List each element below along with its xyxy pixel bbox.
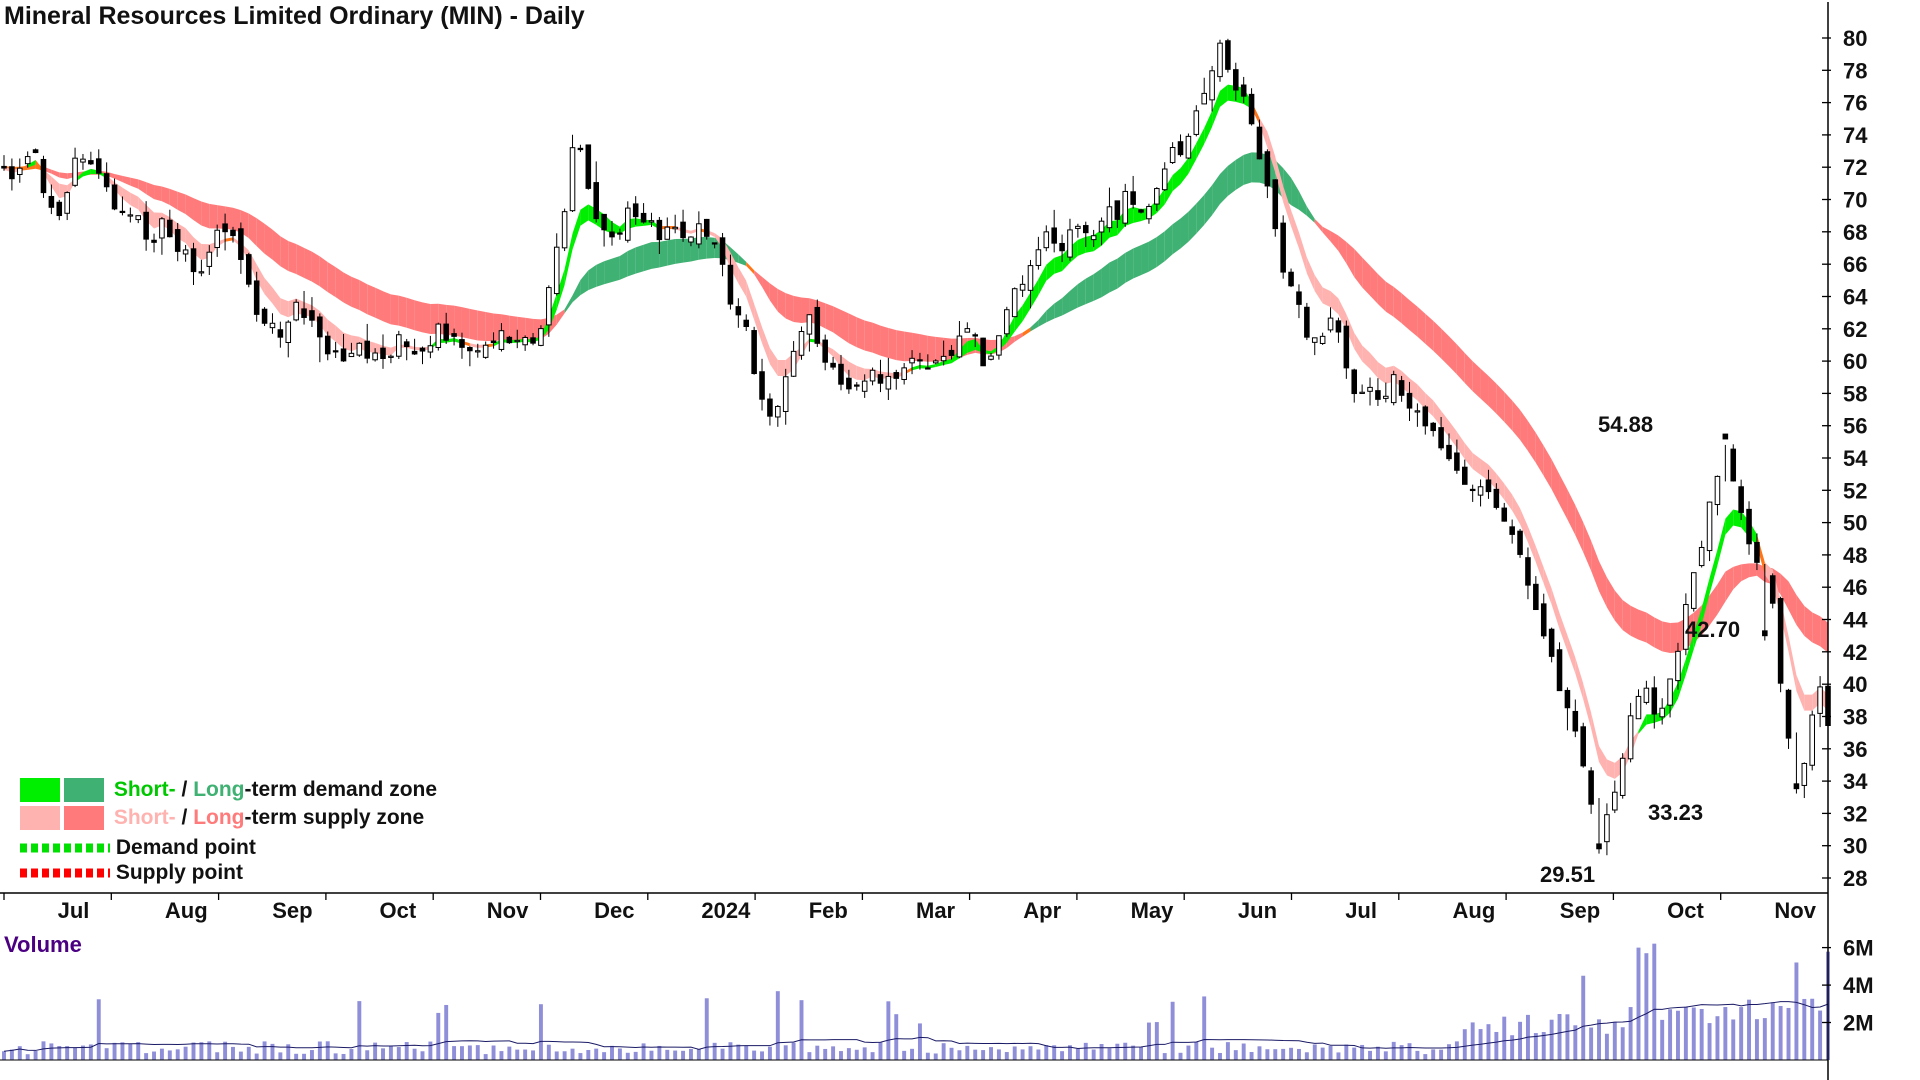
svg-text:64: 64: [1843, 285, 1868, 310]
svg-text:Apr: Apr: [1023, 898, 1061, 923]
svg-text:Sep: Sep: [1560, 898, 1600, 923]
svg-text:May: May: [1131, 898, 1175, 923]
svg-text:36: 36: [1843, 737, 1867, 762]
svg-text:44: 44: [1843, 608, 1868, 633]
svg-text:Sep: Sep: [272, 898, 312, 923]
svg-text:Oct: Oct: [380, 898, 417, 923]
svg-text:Jun: Jun: [1238, 898, 1277, 923]
svg-text:50: 50: [1843, 511, 1867, 536]
svg-text:30: 30: [1843, 834, 1867, 859]
svg-text:54: 54: [1843, 446, 1868, 471]
svg-text:28: 28: [1843, 866, 1867, 891]
svg-text:74: 74: [1843, 123, 1868, 148]
svg-text:Aug: Aug: [1453, 898, 1496, 923]
svg-text:6M: 6M: [1843, 936, 1874, 961]
svg-text:Mar: Mar: [916, 898, 956, 923]
svg-text:Jul: Jul: [1345, 898, 1377, 923]
svg-text:Dec: Dec: [594, 898, 634, 923]
svg-text:Feb: Feb: [809, 898, 848, 923]
svg-text:Nov: Nov: [1774, 898, 1816, 923]
svg-text:68: 68: [1843, 220, 1867, 245]
svg-text:40: 40: [1843, 672, 1867, 697]
svg-text:78: 78: [1843, 58, 1867, 83]
svg-text:38: 38: [1843, 705, 1867, 730]
svg-text:Oct: Oct: [1667, 898, 1704, 923]
svg-text:80: 80: [1843, 26, 1867, 51]
svg-text:2024: 2024: [701, 898, 751, 923]
svg-text:32: 32: [1843, 801, 1867, 826]
svg-text:Aug: Aug: [165, 898, 208, 923]
svg-text:Jul: Jul: [58, 898, 90, 923]
svg-text:72: 72: [1843, 155, 1867, 180]
svg-text:2M: 2M: [1843, 1011, 1874, 1036]
svg-text:66: 66: [1843, 252, 1867, 277]
svg-text:76: 76: [1843, 91, 1867, 116]
svg-text:60: 60: [1843, 349, 1867, 374]
svg-text:62: 62: [1843, 317, 1867, 342]
svg-text:70: 70: [1843, 188, 1867, 213]
svg-text:46: 46: [1843, 575, 1867, 600]
svg-text:52: 52: [1843, 478, 1867, 503]
svg-text:Nov: Nov: [487, 898, 529, 923]
svg-text:48: 48: [1843, 543, 1867, 568]
svg-text:56: 56: [1843, 414, 1867, 439]
svg-text:34: 34: [1843, 769, 1868, 794]
svg-text:58: 58: [1843, 381, 1867, 406]
svg-text:42: 42: [1843, 640, 1867, 665]
svg-text:4M: 4M: [1843, 973, 1874, 998]
